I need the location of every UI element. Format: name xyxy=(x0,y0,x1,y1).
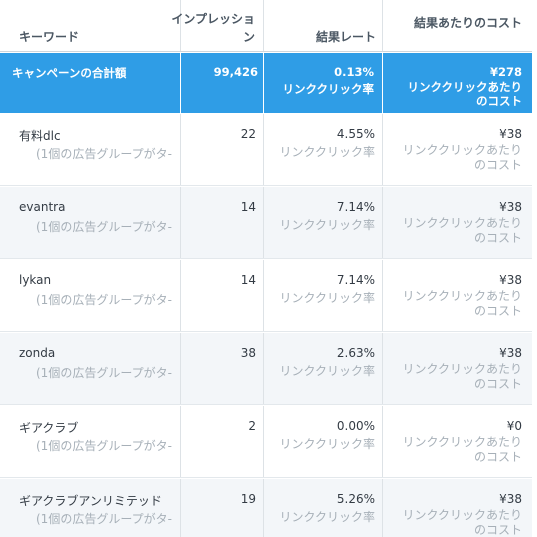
rate-sub: リンククリック率 xyxy=(279,291,375,305)
keyword-adgroup-note: (1個の広告グループがタ- xyxy=(36,439,172,453)
col-header-cost-per-result[interactable]: 結果あたりのコスト xyxy=(382,0,532,51)
impressions-value: 2 xyxy=(248,419,256,433)
table-row[interactable]: ギアクラブ (1個の広告グループがタ- 2 0.00% リンククリック率 ¥0 … xyxy=(0,406,537,478)
impressions-cell: 19 xyxy=(180,479,263,537)
keyword-adgroup-note: (1個の広告グループがタ- xyxy=(36,366,172,380)
rate-value: 7.14% xyxy=(336,273,375,287)
keyword-name[interactable]: evantra xyxy=(19,200,66,214)
col-header-result-rate[interactable]: 結果レート xyxy=(263,0,382,51)
rate-sub: リンククリック率 xyxy=(279,437,375,451)
cost-sub: リンククリックあたりのコスト xyxy=(402,289,522,318)
keyword-name[interactable]: 有料dlc xyxy=(19,129,61,143)
keyword-cell: lykan (1個の広告グループがタ- xyxy=(0,260,180,331)
cost-cell: ¥38 リンククリックあたりのコスト xyxy=(382,333,532,404)
keyword-adgroup-note: (1個の広告グループがタ- xyxy=(36,293,172,307)
cost-value: ¥38 xyxy=(499,127,522,141)
rate-cell: 7.14% リンククリック率 xyxy=(263,260,382,331)
keyword-name[interactable]: ギアクラブアンリミテッド xyxy=(19,494,162,508)
total-cost-cell: ¥278 リンククリックあたりのコスト xyxy=(382,53,532,113)
impressions-value: 38 xyxy=(240,346,256,360)
rate-value: 5.26% xyxy=(336,492,375,506)
impressions-value: 14 xyxy=(240,273,256,287)
cost-cell: ¥38 リンククリックあたりのコスト xyxy=(382,187,532,258)
impressions-value: 22 xyxy=(240,127,256,141)
col-header-keyword-label: キーワード xyxy=(19,30,80,44)
rate-sub: リンククリック率 xyxy=(279,145,375,159)
rate-cell: 2.63% リンククリック率 xyxy=(263,333,382,404)
keyword-name[interactable]: lykan xyxy=(19,273,52,287)
table-row[interactable]: ギアクラブアンリミテッド (1個の広告グループがタ- 19 5.26% リンクク… xyxy=(0,479,537,537)
keyword-cell: evantra (1個の広告グループがタ- xyxy=(0,187,180,258)
impressions-cell: 38 xyxy=(180,333,263,404)
rate-value: 4.55% xyxy=(336,127,375,141)
col-header-cost-per-result-label: 結果あたりのコスト xyxy=(413,16,522,30)
cost-sub: リンククリックあたりのコスト xyxy=(402,143,522,172)
rate-cell: 5.26% リンククリック率 xyxy=(263,479,382,537)
total-cost: ¥278 xyxy=(489,65,522,79)
total-impressions: 99,426 xyxy=(213,65,258,79)
table-row[interactable]: zonda (1個の広告グループがタ- 38 2.63% リンククリック率 ¥3… xyxy=(0,333,537,405)
rate-cell: 0.00% リンククリック率 xyxy=(263,406,382,477)
cost-value: ¥38 xyxy=(499,200,522,214)
rate-value: 0.00% xyxy=(336,419,375,433)
keyword-adgroup-note: (1個の広告グループがタ- xyxy=(36,220,172,234)
table-header: キーワード インプレッション 結果レート 結果あたりのコスト xyxy=(0,0,537,52)
cost-value: ¥38 xyxy=(499,346,522,360)
keyword-cell: zonda (1個の広告グループがタ- xyxy=(0,333,180,404)
table-row[interactable]: 有料dlc (1個の広告グループがタ- 22 4.55% リンククリック率 ¥3… xyxy=(0,114,537,186)
rate-sub: リンククリック率 xyxy=(279,510,375,524)
impressions-value: 14 xyxy=(240,200,256,214)
cost-sub: リンククリックあたりのコスト xyxy=(402,508,522,537)
cost-sub: リンククリックあたりのコスト xyxy=(402,216,522,245)
total-rate-sub: リンククリック率 xyxy=(282,82,374,96)
cost-sub: リンククリックあたりのコスト xyxy=(402,362,522,391)
campaign-total-row: キャンペーンの合計額 99,426 0.13% リンククリック率 ¥278 リン… xyxy=(0,53,537,113)
rate-cell: 4.55% リンククリック率 xyxy=(263,114,382,185)
rate-sub: リンククリック率 xyxy=(279,218,375,232)
cost-value: ¥38 xyxy=(499,273,522,287)
total-cost-sub: リンククリックあたりのコスト xyxy=(407,80,522,108)
rate-cell: 7.14% リンククリック率 xyxy=(263,187,382,258)
rate-sub: リンククリック率 xyxy=(279,364,375,378)
keyword-cell: 有料dlc (1個の広告グループがタ- xyxy=(0,114,180,185)
impressions-cell: 14 xyxy=(180,260,263,331)
cost-cell: ¥38 リンククリックあたりのコスト xyxy=(382,479,532,537)
keyword-adgroup-note: (1個の広告グループがタ- xyxy=(36,147,172,161)
impressions-cell: 14 xyxy=(180,187,263,258)
keyword-name[interactable]: zonda xyxy=(19,346,56,360)
impressions-value: 19 xyxy=(240,492,256,506)
total-rate: 0.13% xyxy=(334,65,374,79)
col-header-impressions-label: インプレッション xyxy=(171,12,255,44)
impressions-cell: 22 xyxy=(180,114,263,185)
col-header-impressions[interactable]: インプレッション xyxy=(171,0,263,51)
keyword-adgroup-note: (1個の広告グループがタ- xyxy=(36,512,172,526)
table-row[interactable]: evantra (1個の広告グループがタ- 14 7.14% リンククリック率 … xyxy=(0,187,537,259)
cost-value: ¥0 xyxy=(506,419,522,433)
col-header-result-rate-label: 結果レート xyxy=(315,30,376,44)
table-row[interactable]: lykan (1個の広告グループがタ- 14 7.14% リンククリック率 ¥3… xyxy=(0,260,537,332)
rate-value: 2.63% xyxy=(336,346,375,360)
cost-value: ¥38 xyxy=(499,492,522,506)
keyword-cell: ギアクラブアンリミテッド (1個の広告グループがタ- xyxy=(0,479,180,537)
keyword-cell: ギアクラブ (1個の広告グループがタ- xyxy=(0,406,180,477)
table-right-edge xyxy=(532,0,537,537)
cost-cell: ¥38 リンククリックあたりのコスト xyxy=(382,114,532,185)
keyword-name[interactable]: ギアクラブ xyxy=(19,421,79,435)
impressions-cell: 2 xyxy=(180,406,263,477)
cost-sub: リンククリックあたりのコスト xyxy=(402,435,522,464)
cost-cell: ¥0 リンククリックあたりのコスト xyxy=(382,406,532,477)
cost-cell: ¥38 リンククリックあたりのコスト xyxy=(382,260,532,331)
total-label-cell: キャンペーンの合計額 xyxy=(0,53,180,113)
rate-value: 7.14% xyxy=(336,200,375,214)
total-rate-cell: 0.13% リンククリック率 xyxy=(263,53,382,113)
col-header-keyword[interactable]: キーワード xyxy=(0,0,180,51)
total-label: キャンペーンの合計額 xyxy=(12,66,127,80)
total-impressions-cell: 99,426 xyxy=(180,53,263,113)
